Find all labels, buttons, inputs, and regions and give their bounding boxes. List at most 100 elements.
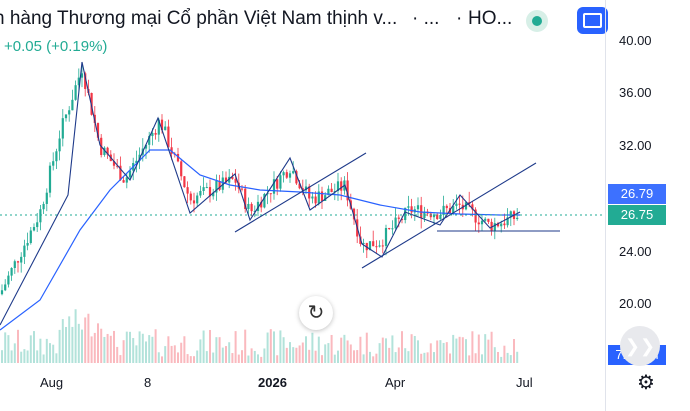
candle-body (378, 245, 381, 247)
trend-drawings (0, 61, 560, 326)
volume-bar (196, 350, 199, 363)
volume-bar (42, 354, 45, 363)
candle-body (452, 205, 455, 214)
candle-body (416, 205, 420, 210)
volume-bar (401, 331, 403, 363)
candle-body (487, 218, 490, 222)
candle-body (336, 181, 340, 192)
candle-body (80, 73, 84, 78)
volume-bar (359, 336, 362, 363)
volume-bar (189, 356, 192, 363)
candle-body (285, 172, 288, 178)
candle-body (71, 99, 74, 111)
volume-bar (289, 342, 291, 363)
candle-body (256, 201, 260, 211)
volume-bar (58, 329, 61, 363)
volume-bar (26, 350, 29, 363)
candle-body (333, 191, 336, 193)
candle-body (221, 177, 224, 190)
volume-bar (39, 338, 42, 363)
candle-body (407, 206, 410, 208)
candle-body (496, 223, 500, 227)
candle-body (183, 176, 186, 188)
candle-body (205, 187, 208, 189)
x-tick: Aug (40, 375, 64, 390)
volume-bar (151, 336, 154, 363)
volume-bar (394, 352, 397, 363)
reset-chart-button[interactable]: ↻ (299, 296, 333, 330)
gear-icon[interactable]: ⚙ (637, 372, 655, 394)
fullscreen-button[interactable] (577, 7, 608, 34)
volume-bar (257, 354, 259, 363)
volume-bar (458, 336, 461, 363)
volume-bar (404, 348, 407, 363)
scroll-right-button[interactable]: ❯❯ (620, 326, 660, 366)
symbol-title[interactable]: n hàng Thương mại Cổ phần Việt Nam thịnh… (0, 8, 398, 29)
volume-bar (13, 343, 16, 363)
candle-body (490, 221, 493, 232)
candle-body (288, 173, 292, 178)
candle-body (154, 132, 157, 135)
volume-bar (141, 333, 144, 363)
candle-body (436, 214, 439, 219)
volume-bar (84, 317, 87, 363)
candle-body (176, 153, 180, 162)
volume-bar (4, 332, 7, 363)
candle-body (503, 223, 506, 226)
candle-body (52, 161, 55, 166)
volume-bar (385, 338, 387, 363)
volume-bar (129, 331, 131, 363)
volume-bar (468, 355, 471, 363)
x-tick: Jul (516, 375, 533, 390)
volume-bar (225, 346, 227, 363)
volume-bar (413, 335, 416, 363)
volume-bar (484, 334, 487, 363)
volume-bar (71, 326, 74, 363)
candle-body (317, 191, 320, 204)
volume-bars (1, 309, 519, 363)
volume-bar (231, 353, 234, 363)
volume-bar (260, 356, 263, 363)
candle-body (314, 196, 317, 204)
volume-bar (177, 352, 179, 363)
volume-bar (465, 339, 467, 363)
candle-body (234, 178, 237, 183)
candle-body (0, 290, 4, 295)
volume-bar (452, 334, 455, 363)
y-tick: 40.00 (619, 33, 652, 48)
volume-bar (122, 340, 125, 363)
y-tick: 24.00 (619, 244, 652, 259)
candles (0, 64, 519, 296)
close-price-badge: 26.75 (608, 205, 666, 225)
volume-bar (55, 353, 58, 363)
candle-body (455, 203, 458, 206)
volume-bar (116, 346, 119, 363)
candle-body (282, 172, 285, 176)
volume-bar (221, 347, 224, 363)
candle-body (304, 186, 308, 191)
candle-body (58, 138, 61, 152)
candle-body (439, 215, 442, 219)
volume-bar (353, 350, 355, 363)
volume-bar (125, 331, 128, 363)
candle-body (432, 214, 436, 218)
y-tick: 36.00 (619, 85, 652, 100)
volume-bar (93, 332, 96, 363)
volume-bar (20, 351, 23, 363)
candle-body (128, 170, 132, 178)
volume-bar (439, 340, 442, 363)
symbol-interval[interactable]: · ... (412, 8, 440, 29)
volume-bar (487, 339, 490, 363)
candle-body (74, 85, 77, 100)
volume-bar (388, 347, 391, 363)
volume-bar (375, 353, 378, 363)
market-open-dot-icon[interactable] (526, 10, 548, 32)
volume-bar (193, 356, 195, 363)
exchange-label[interactable]: HO... (468, 8, 513, 29)
candle-body (388, 228, 391, 230)
volume-bar (301, 342, 304, 363)
last-price-badge: 26.79 (608, 184, 666, 204)
candle-body (77, 77, 80, 86)
candle-body (215, 180, 218, 193)
